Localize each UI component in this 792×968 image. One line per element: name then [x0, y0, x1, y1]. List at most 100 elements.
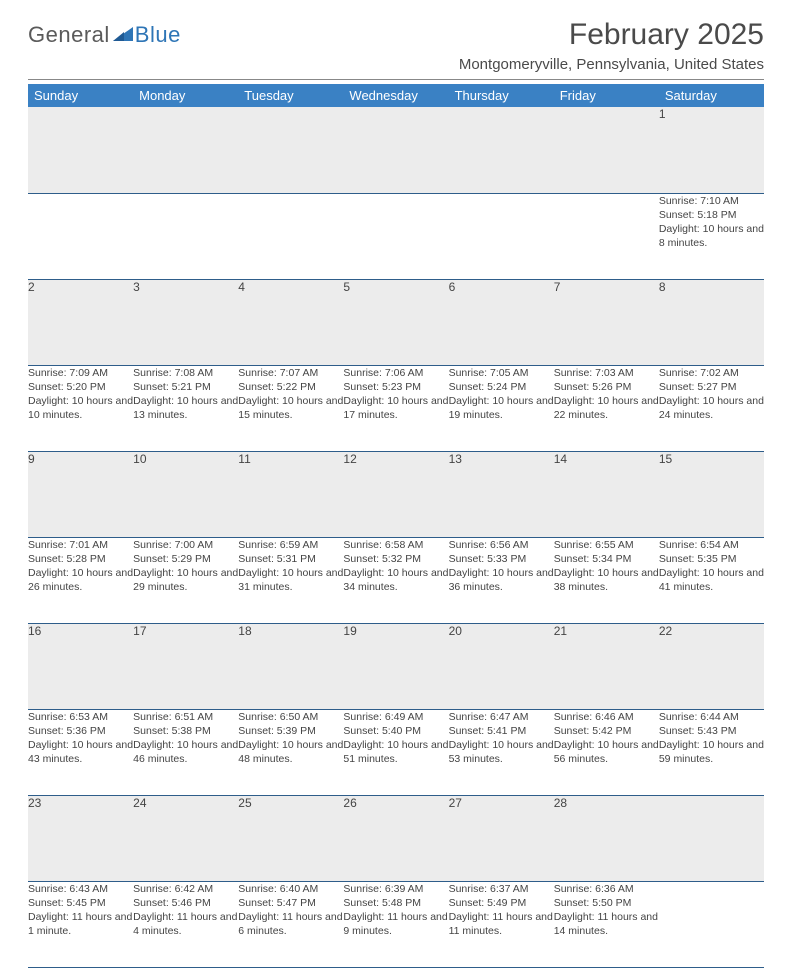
day-header: Wednesday — [343, 84, 448, 107]
sunrise-line: Sunrise: 6:40 AM — [238, 883, 318, 895]
daylight-line: Daylight: 10 hours and 31 minutes. — [238, 567, 343, 593]
daylight-line: Daylight: 10 hours and 56 minutes. — [554, 739, 659, 765]
day-detail-cell — [238, 193, 343, 279]
sunrise-line: Sunrise: 6:37 AM — [449, 883, 529, 895]
sunrise-line: Sunrise: 6:49 AM — [343, 711, 423, 723]
sunset-line: Sunset: 5:36 PM — [28, 725, 106, 737]
sunset-line: Sunset: 5:39 PM — [238, 725, 316, 737]
day-number-cell: 4 — [238, 279, 343, 365]
daylight-line: Daylight: 10 hours and 43 minutes. — [28, 739, 133, 765]
day-detail-cell: Sunrise: 6:56 AMSunset: 5:33 PMDaylight:… — [449, 537, 554, 623]
detail-row: Sunrise: 7:10 AMSunset: 5:18 PMDaylight:… — [28, 193, 764, 279]
daylight-line: Daylight: 11 hours and 9 minutes. — [343, 911, 447, 937]
sunset-line: Sunset: 5:26 PM — [554, 381, 632, 393]
sunset-line: Sunset: 5:29 PM — [133, 553, 211, 565]
day-detail-cell — [449, 193, 554, 279]
day-number-cell: 7 — [554, 279, 659, 365]
day-detail-cell: Sunrise: 6:53 AM Sunset: 5:36 PM Daylight:… — [28, 709, 133, 795]
sunset-line: Sunset: 5:24 PM — [449, 381, 527, 393]
daylight-line: Daylight: 10 hours and 51 minutes. — [343, 739, 448, 765]
day-number-cell: 17 — [133, 623, 238, 709]
day-detail-cell: Sunrise: 6:43 AMSunset: 5:45 PMDaylight:… — [28, 881, 133, 967]
day-detail-cell — [343, 193, 448, 279]
title-block: February 2025 Montgomeryville, Pennsylva… — [459, 18, 764, 73]
day-number-cell — [133, 107, 238, 193]
daylight-line: Daylight: 10 hours and 34 minutes. — [343, 567, 448, 593]
daylight-line: Daylight: 10 hours and 10 minutes. — [28, 395, 133, 421]
sunrise-line: Sunrise: 6:36 AM — [554, 883, 634, 895]
header-row: General Blue February 2025 Montgomeryvil… — [28, 18, 764, 73]
day-header: Sunday — [28, 84, 133, 107]
day-number-cell — [659, 795, 764, 881]
day-number-cell: 22 — [659, 623, 764, 709]
sunrise-line: Sunrise: 7:03 AM — [554, 367, 634, 379]
daynum-row: 1 — [28, 107, 764, 193]
day-detail-cell: Sunrise: 7:01 AMSunset: 5:28 PMDaylight:… — [28, 537, 133, 623]
day-number-cell: 19 — [343, 623, 448, 709]
sunrise-line: Sunrise: 7:01 AM — [28, 539, 108, 551]
daylight-line: Daylight: 11 hours and 11 minutes. — [449, 911, 553, 937]
sunset-line: Sunset: 5:38 PM — [133, 725, 211, 737]
detail-row: Sunrise: 6:53 AM Sunset: 5:36 PM Daylight:… — [28, 709, 764, 795]
sunrise-line: Sunrise: 6:53 AM — [28, 711, 108, 723]
day-detail-cell: Sunrise: 6:58 AMSunset: 5:32 PMDaylight:… — [343, 537, 448, 623]
daylight-line: Daylight: 10 hours and 46 minutes. — [133, 739, 238, 765]
daylight-line: Daylight: 10 hours and 15 minutes. — [238, 395, 343, 421]
day-number-cell: 2 — [28, 279, 133, 365]
day-detail-cell: Sunrise: 7:05 AM Sunset: 5:24 PM Daylight:… — [449, 365, 554, 451]
sunset-line: Sunset: 5:21 PM — [133, 381, 211, 393]
sunset-line: Sunset: 5:27 PM — [659, 381, 737, 393]
day-detail-cell — [659, 881, 764, 967]
sunset-line: Sunset: 5:18 PM — [659, 209, 737, 221]
day-number-cell: 15 — [659, 451, 764, 537]
logo-text-general: General — [28, 22, 110, 48]
day-header: Monday — [133, 84, 238, 107]
daylight-line: Daylight: 10 hours and 41 minutes. — [659, 567, 764, 593]
calendar-body: 1 Sunrise: 7:10 AM Sunset: 5:18 PM Dayligh… — [28, 107, 764, 967]
month-title: February 2025 — [459, 18, 764, 52]
day-header-row: Sunday Monday Tuesday Wednesday Thursday… — [28, 84, 764, 107]
day-number-cell — [238, 107, 343, 193]
daylight-line: Daylight: 11 hours and 4 minutes. — [133, 911, 237, 937]
day-number-cell: 21 — [554, 623, 659, 709]
daylight-line: Daylight: 10 hours and 19 minutes. — [449, 395, 554, 421]
sunrise-line: Sunrise: 7:02 AM — [659, 367, 739, 379]
sunrise-line: Sunrise: 6:51 AM — [133, 711, 213, 723]
day-number-cell: 1 — [659, 107, 764, 193]
sunset-line: Sunset: 5:35 PM — [659, 553, 737, 565]
day-number-cell: 18 — [238, 623, 343, 709]
day-number-cell — [343, 107, 448, 193]
day-detail-cell: Sunrise: 7:02 AM Sunset: 5:27 PM Daylight:… — [659, 365, 764, 451]
day-number-cell: 25 — [238, 795, 343, 881]
sunrise-line: Sunrise: 7:10 AM — [659, 195, 739, 207]
sunset-line: Sunset: 5:50 PM — [554, 897, 632, 909]
day-detail-cell: Sunrise: 6:37 AMSunset: 5:49 PMDaylight:… — [449, 881, 554, 967]
sunrise-line: Sunrise: 6:55 AM — [554, 539, 634, 551]
sunrise-line: Sunrise: 7:05 AM — [449, 367, 529, 379]
location-text: Montgomeryville, Pennsylvania, United St… — [459, 56, 764, 73]
day-number-cell: 12 — [343, 451, 448, 537]
sunrise-line: Sunrise: 6:44 AM — [659, 711, 739, 723]
day-number-cell: 9 — [28, 451, 133, 537]
sunset-line: Sunset: 5:22 PM — [238, 381, 316, 393]
sunset-line: Sunset: 5:28 PM — [28, 553, 106, 565]
day-detail-cell: Sunrise: 6:54 AMSunset: 5:35 PMDaylight:… — [659, 537, 764, 623]
sunrise-line: Sunrise: 7:08 AM — [133, 367, 213, 379]
daylight-line: Daylight: 11 hours and 1 minute. — [28, 911, 132, 937]
day-detail-cell: Sunrise: 6:44 AMSunset: 5:43 PMDaylight:… — [659, 709, 764, 795]
day-detail-cell: Sunrise: 6:59 AMSunset: 5:31 PMDaylight:… — [238, 537, 343, 623]
day-number-cell: 24 — [133, 795, 238, 881]
day-number-cell: 28 — [554, 795, 659, 881]
logo-triangle-icon — [113, 25, 133, 43]
detail-row: Sunrise: 7:01 AM Sunset: 5:28 PM Daylight:… — [28, 537, 764, 623]
sunset-line: Sunset: 5:42 PM — [554, 725, 632, 737]
sunset-line: Sunset: 5:34 PM — [554, 553, 632, 565]
day-number-cell: 8 — [659, 279, 764, 365]
sunrise-line: Sunrise: 6:50 AM — [238, 711, 318, 723]
day-number-cell: 10 — [133, 451, 238, 537]
daylight-line: Daylight: 10 hours and 24 minutes. — [659, 395, 764, 421]
day-detail-cell — [28, 193, 133, 279]
day-detail-cell: Sunrise: 6:50 AMSunset: 5:39 PMDaylight:… — [238, 709, 343, 795]
sunset-line: Sunset: 5:47 PM — [238, 897, 316, 909]
logo-text-blue: Blue — [135, 22, 181, 48]
